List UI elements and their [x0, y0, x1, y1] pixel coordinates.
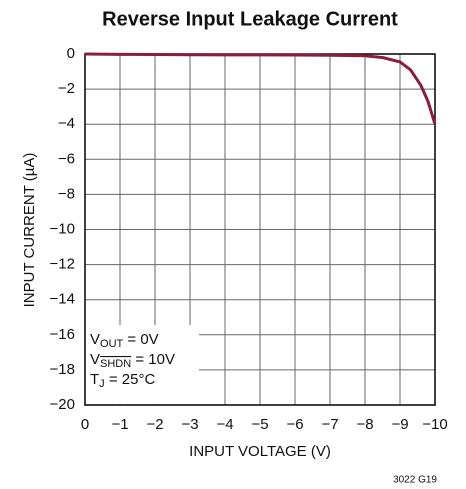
annotation: VSHDN = 10V	[90, 351, 175, 370]
annotation-sub: SHDN	[100, 358, 131, 370]
data-line	[84, 52, 437, 125]
x-tick-label: −4	[216, 416, 233, 433]
y-tick-label: −14	[50, 291, 75, 308]
x-tick-label: −6	[286, 416, 303, 433]
annotation-text: V	[90, 351, 100, 368]
x-tick-label: −2	[146, 416, 163, 433]
annotation-text: = 10V	[131, 351, 175, 368]
y-tick-label: −2	[58, 80, 75, 97]
annotation: TJ = 25°C	[90, 371, 155, 390]
annotation-text: V	[90, 331, 100, 348]
y-tick-label: −16	[50, 326, 75, 343]
x-axis-label: INPUT VOLTAGE (V)	[189, 443, 331, 460]
annotation: VOUT = 0V	[90, 331, 159, 350]
annotation-text: = 25°C	[105, 371, 156, 388]
annotation-sub: J	[99, 378, 105, 390]
y-tick-label: −6	[58, 150, 75, 167]
x-tick-label: −9	[391, 416, 408, 433]
annotation-sub: OUT	[100, 338, 124, 350]
x-tick-label: 0	[81, 416, 89, 433]
chart-title: Reverse Input Leakage Current	[102, 8, 398, 30]
y-tick-label: 0	[67, 45, 75, 62]
x-tick-label: −8	[356, 416, 373, 433]
x-tick-label: −5	[251, 416, 268, 433]
x-tick-label: −10	[422, 416, 447, 433]
x-tick-label: −1	[111, 416, 128, 433]
x-tick-label: −7	[321, 416, 338, 433]
annotation-text: = 0V	[123, 331, 158, 348]
x-tick-label: −3	[181, 416, 198, 433]
y-tick-label: −8	[58, 185, 75, 202]
y-tick-label: −20	[50, 396, 75, 413]
y-tick-label: −4	[58, 115, 75, 132]
y-axis-label: INPUT CURRENT (µA)	[21, 153, 38, 308]
y-tick-label: −12	[50, 256, 75, 273]
y-tick-label: −18	[50, 361, 75, 378]
footnote: 3022 G19	[393, 475, 437, 486]
annotation-text: T	[90, 371, 99, 388]
annotation-box	[86, 325, 199, 404]
y-tick-label: −10	[50, 220, 75, 237]
